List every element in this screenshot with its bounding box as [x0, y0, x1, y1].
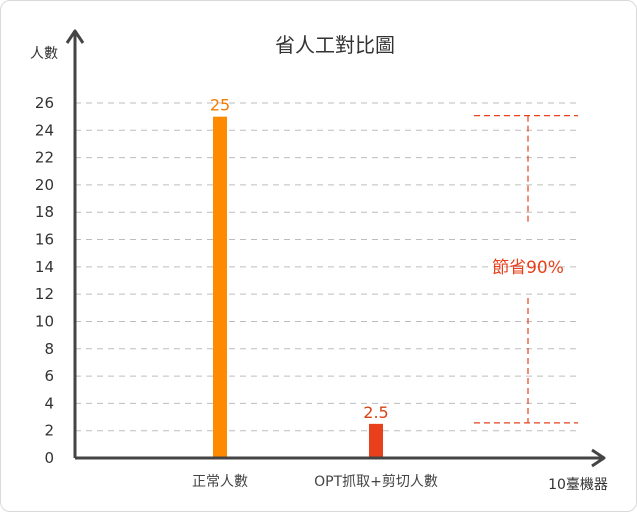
data-label: 25: [210, 96, 230, 115]
y-tick-label: 16: [35, 231, 54, 249]
category-labels: 正常人數 OPT抓取+剪切人數: [192, 474, 438, 490]
data-labels: 252.5: [210, 96, 389, 422]
y-tick-label: 26: [35, 94, 54, 112]
bar: [213, 116, 227, 457]
category-label: OPT抓取+剪切人數: [314, 474, 438, 490]
x-axis-label: 10臺機器: [548, 477, 608, 493]
annotation-label: 節省90%: [492, 258, 564, 278]
chart-title: 省人工對比圖: [275, 33, 395, 57]
y-tick-label: 2: [44, 422, 54, 440]
y-tick-label: 4: [44, 394, 54, 412]
y-tick-label: 20: [35, 176, 54, 194]
category-label: 正常人數: [192, 474, 248, 490]
y-tick-label: 6: [44, 367, 54, 385]
y-tick-label: 18: [35, 203, 54, 221]
y-tick-label: 14: [35, 258, 54, 276]
y-tick-label: 22: [35, 149, 54, 167]
bar: [369, 423, 383, 457]
y-axis-arrow: [65, 29, 85, 44]
y-tick-label: 24: [35, 121, 54, 139]
grid-lines: [75, 102, 578, 432]
y-tick-label: 10: [35, 312, 54, 330]
savings-annotation: 節省90%: [474, 115, 578, 424]
x-axis-arrow: [591, 448, 606, 468]
data-label: 2.5: [363, 403, 388, 422]
axes: [65, 29, 606, 468]
bars: [213, 116, 383, 457]
y-tick-label: 8: [44, 340, 54, 358]
y-axis-label: 人數: [30, 46, 58, 62]
y-tick-label: 12: [35, 285, 54, 303]
y-tick-label: 0: [44, 449, 54, 467]
